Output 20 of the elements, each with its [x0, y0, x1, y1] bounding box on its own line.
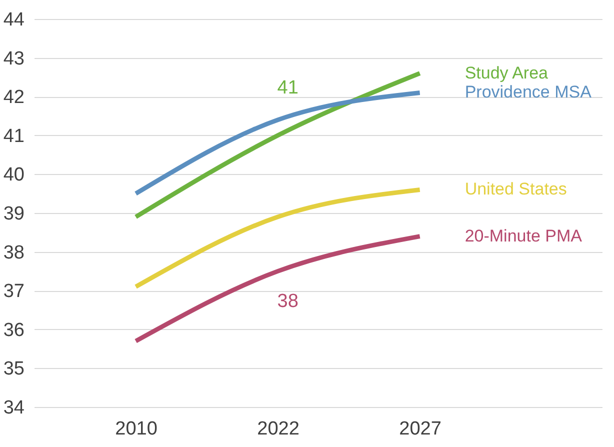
annotation: 41: [277, 77, 298, 98]
y-tick-label: 41: [3, 126, 24, 147]
x-tick-label: 2022: [257, 418, 300, 440]
y-tick-label: 35: [3, 358, 24, 380]
text: United States: [464, 180, 567, 199]
text: Providence MSA: [464, 82, 592, 102]
annotation: 38: [277, 291, 298, 312]
y-tick-label: 34: [3, 398, 25, 418]
x-tick-label: 2027: [399, 418, 442, 440]
y-tick-label: 39: [3, 204, 24, 224]
y-tick-label: 36: [3, 320, 24, 341]
x-tick-label: 2010: [115, 418, 158, 440]
y-tick-label: 43: [3, 48, 24, 70]
y-tick-label: 38: [3, 242, 24, 264]
y-tick-label: 40: [3, 164, 24, 186]
y-tick-label: 37: [3, 281, 24, 302]
y-tick-label: 44: [3, 10, 25, 30]
y-tick-label: 42: [3, 87, 24, 108]
text: 20-Minute PMA: [464, 226, 583, 246]
text: Study Area: [464, 63, 549, 82]
